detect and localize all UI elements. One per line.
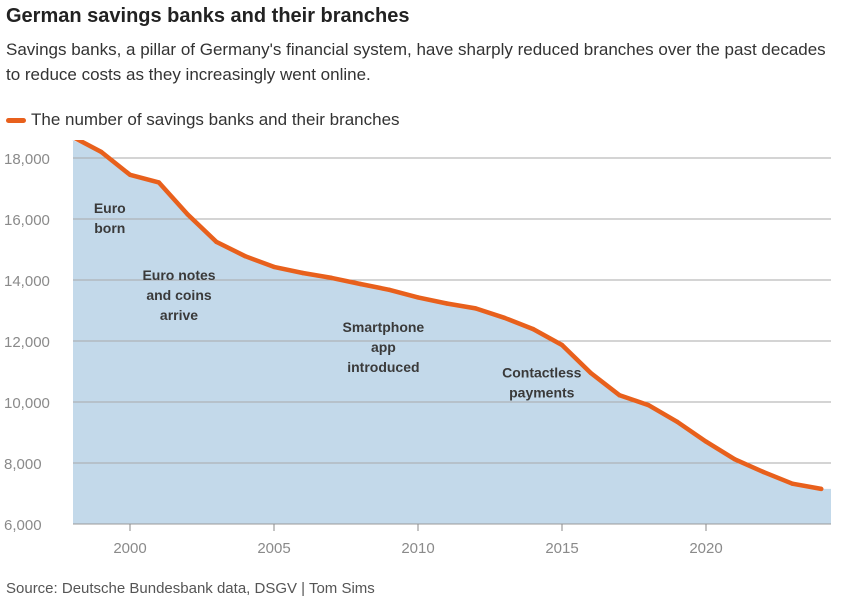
legend: The number of savings banks and their br… [6,110,400,130]
data-point: 2012: 13070 [473,306,478,311]
data-point: 1999: 18200 [99,149,104,155]
x-tick-label: 2000 [113,540,146,557]
area-fill [72,140,831,524]
data-point: 2011: 13230 [444,301,449,306]
data-point: 2014: 12390 [531,326,536,332]
annotation-line: arrive [160,307,198,323]
data-point: 2013: 12760 [502,315,507,320]
annotation: Euro born [94,200,126,236]
data-point: 2008: 13870 [358,281,363,287]
data-point: 2009: 13680 [387,287,392,292]
data-point: 2000: 17450 [127,172,133,177]
y-tick-label: 6,000 [4,517,42,534]
chart-subtitle: Savings banks, a pillar of Germany's fin… [6,40,826,84]
y-tick-label: 14,000 [4,273,50,290]
annotation-line: app [371,339,396,355]
y-tick-label: 12,000 [4,334,50,351]
annotation: Smartphone app introduced [343,319,425,375]
x-tick-label: 2010 [401,540,434,557]
data-point: 2007: 14070 [329,275,334,281]
data-point: 2023: 7320 [790,481,795,486]
source-note: Source: Deutsche Bundesbank data, DSGV |… [6,580,375,597]
x-tick-label: 2020 [689,540,722,557]
data-point: 2022: 7700 [761,469,766,475]
annotation-line: payments [509,385,575,401]
annotation-line: Euro [94,200,126,216]
data-point: 2005: 14430 [271,264,277,270]
data-point: 2004: 14780 [243,254,248,259]
y-tick-label: 10,000 [4,395,50,412]
x-tick-label: 2015 [545,540,578,557]
annotation-line: born [94,220,125,236]
data-point: 2002: 16150 [185,212,190,217]
data-point: 2003: 15250 [214,239,219,245]
data-point: 2019: 9350 [675,419,680,424]
legend-swatch [6,117,26,123]
data-point: 2016: 10950 [588,370,593,376]
legend-label: The number of savings banks and their br… [31,110,400,129]
x-tick-label: 2005 [257,540,290,557]
annotation-line: Contactless [502,365,582,381]
y-tick-label: 16,000 [4,212,50,229]
data-point: 2001: 17200 [156,180,161,185]
annotation-line: introduced [347,359,419,375]
annotation-line: Euro notes [142,267,215,283]
y-tick-label: 8,000 [4,456,42,473]
data-point: 2024: 7150 [819,486,824,492]
annotation-line: Smartphone [343,319,425,335]
data-point: 2018: 9900 [646,402,651,408]
annotation-line: and coins [146,287,212,303]
data-point: 2017: 10220 [617,393,622,398]
data-point: 2015: 11870 [559,342,565,348]
data-point: 2006: 14230 [300,270,305,276]
data-point: 2010: 13430 [415,295,421,300]
annotation: Euro notes and coins arrive [142,267,215,323]
data-point: 2021: 8120 [732,457,737,462]
chart-title: German savings banks and their branches [6,5,410,27]
data-point: 2020: 8700 [703,439,709,444]
y-tick-label: 18,000 [4,151,50,168]
annotation: Contactless payments [502,365,582,401]
